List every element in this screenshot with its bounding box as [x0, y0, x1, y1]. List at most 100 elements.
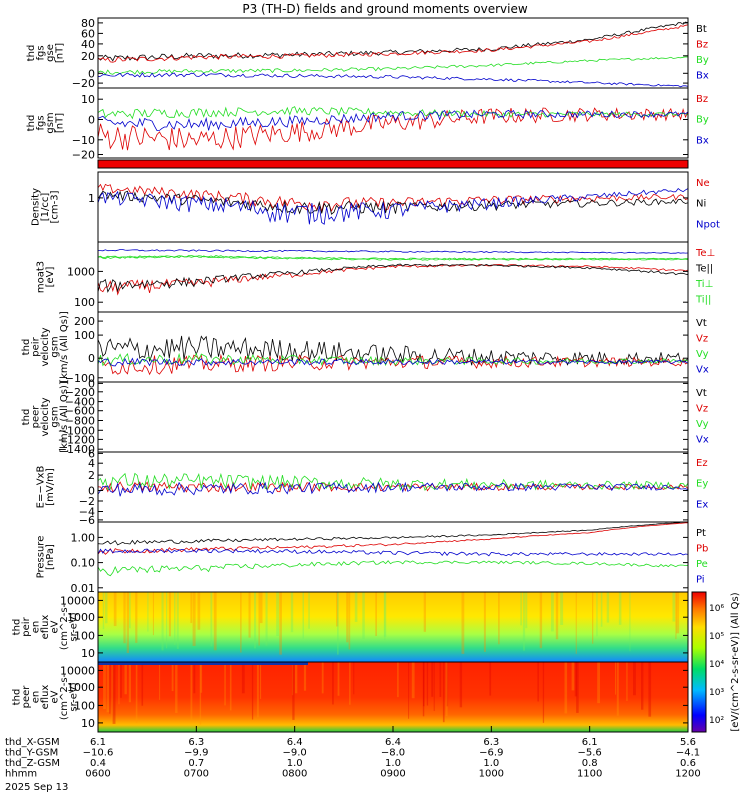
spectrogram-fill-8 [98, 592, 688, 662]
ylabel-9-3: eflux [40, 685, 51, 710]
xrow-value-3-6: 1200 [675, 769, 700, 780]
series-6-2 [97, 481, 689, 497]
spec-streak-9-13 [124, 662, 127, 695]
spec-streak-8-4 [147, 592, 149, 632]
spec-streak-8-37 [522, 592, 526, 651]
panel-peer-spec: 10000 1000 100 10 thdpeerenefluxeV(cm^2-s-sr… [12, 661, 689, 733]
spec-streak-8-34 [213, 592, 217, 651]
spec-streak-9-55 [241, 662, 245, 694]
ylabel-1-2: gsm [45, 112, 56, 133]
series-2-1 [97, 190, 689, 215]
ytick-label-0-1: 60 [81, 27, 95, 40]
series-1-1 [97, 106, 689, 120]
xrow-value-1-3: −8.0 [381, 748, 405, 759]
spec-streak-9-44 [633, 662, 636, 696]
ylabel-9-6: sr-eV) [69, 682, 80, 711]
spec-streak-9-58 [459, 662, 463, 708]
ytick-label-9-0: 10000 [60, 664, 95, 677]
spec-streak-8-55 [675, 592, 677, 640]
ytick-label-0-3: 20 [81, 50, 95, 63]
spec-streak-8-47 [592, 592, 594, 644]
spec-streak-9-16 [332, 662, 334, 705]
spec-streak-9-56 [408, 662, 410, 719]
ytick-label-0-2: 40 [81, 38, 95, 51]
legend-4-3: Vx [696, 365, 709, 376]
ytick-label-9-1: 1000 [67, 681, 95, 694]
xrow-value-0-0: 6.1 [90, 737, 106, 748]
date-label: 2025 Sep 13 [5, 782, 68, 793]
spec-streak-9-50 [292, 662, 295, 720]
spec-streak-9-41 [190, 662, 193, 721]
spec-streak-8-49 [152, 592, 154, 636]
legend-3-3: Ti|| [695, 295, 711, 306]
ylabel-8-6: sr-eV) [69, 612, 80, 641]
spec-streak-9-57 [256, 662, 259, 718]
spec-streak-9-49 [128, 662, 131, 703]
spec-streak-8-45 [113, 592, 117, 627]
spec-streak-9-52 [574, 662, 578, 697]
spec-streak-8-7 [384, 592, 386, 641]
spec-streak-8-40 [123, 592, 126, 644]
ylabel-8-1: peir [21, 616, 32, 636]
spec-baseline [98, 662, 308, 665]
spec-streak-8-23 [498, 592, 500, 645]
panel-peir-spec: 10000 1000 100 10 thdpeirenefluxeV(cm^2-s-sr… [12, 591, 689, 663]
spec-streak-8-18 [210, 592, 213, 647]
ytick-label-1-0: 10 [81, 93, 95, 106]
legend-2-2: Npot [696, 219, 720, 230]
ylabel-0-3: [nT] [54, 43, 65, 63]
xrow-value-3-3: 0900 [380, 769, 405, 780]
ytick-label-4-2: 0 [88, 352, 95, 365]
xrow-value-1-6: −4.1 [676, 748, 700, 759]
ylabel-5-3: gsm [50, 406, 61, 427]
spec-streak-9-32 [111, 662, 114, 720]
series-1-2 [97, 109, 689, 132]
spec-streak-9-34 [641, 662, 644, 710]
spec-streak-9-42 [564, 662, 568, 714]
spec-streak-8-15 [279, 592, 282, 655]
spec-streak-9-11 [303, 662, 307, 691]
legend-2-1: Ni [696, 199, 706, 210]
ylabel-0-0: thd [26, 45, 37, 62]
series-7-2 [97, 560, 689, 577]
spec-streak-9-29 [159, 662, 161, 700]
spec-streak-8-21 [354, 592, 358, 622]
ytick-label-9-2: 100 [74, 699, 95, 712]
xrow-value-1-2: −9.0 [283, 748, 307, 759]
series-2-0 [97, 183, 689, 213]
ytick-label-6-3: 0 [88, 485, 95, 498]
legend-4-2: Vy [696, 349, 709, 360]
panel-temperature: 1000 100 moat3[eV] Te⊥ Te|| Ti⊥ Ti|| [35, 241, 715, 313]
ytick-label-6-1: 4 [88, 457, 95, 470]
xrow-value-1-1: −9.9 [184, 748, 208, 759]
series-7-1 [97, 522, 689, 555]
legend-7-0: Pt [696, 528, 706, 539]
ylabel-4-3: gsm [50, 336, 61, 357]
ylabel-5-2: velocity [40, 397, 51, 436]
spec-streak-8-32 [302, 592, 304, 639]
spec-streak-8-42 [192, 592, 196, 646]
spec-streak-9-51 [542, 662, 545, 723]
series-0-0 [97, 21, 689, 62]
spec-streak-9-20 [422, 662, 425, 717]
xrow-value-3-0: 0600 [85, 769, 110, 780]
spec-streak-8-22 [606, 592, 610, 623]
ytick-label-0-0: 80 [81, 17, 95, 30]
spec-streak-9-19 [411, 662, 415, 699]
spec-streak-8-5 [290, 592, 294, 633]
panel-efield: 642 0−2−4−6 E=−VxB[mV/m] Ez Ey Ex [35, 447, 708, 527]
spec-streak-9-37 [489, 662, 492, 696]
ylabel-4-2: velocity [40, 327, 51, 366]
ylabel-2-2: [cm-3] [50, 190, 61, 223]
legend-6-0: Ez [696, 458, 708, 469]
colorbar: 10⁶ 10⁵ 10⁴ 10³ 10² [eV/(cm^2-s-sr-eV)] (All … [691, 591, 741, 733]
xrow-value-0-3: 6.4 [385, 737, 401, 748]
spec-streak-9-4 [442, 662, 445, 723]
ylabel-8-5: (cm^2-s- [59, 603, 70, 650]
spec-streak-9-21 [199, 662, 202, 725]
colorbar-label: [eV/(cm^2-s-sr-eV)] (All Qs) [730, 592, 741, 731]
spec-streak-9-33 [106, 662, 110, 713]
